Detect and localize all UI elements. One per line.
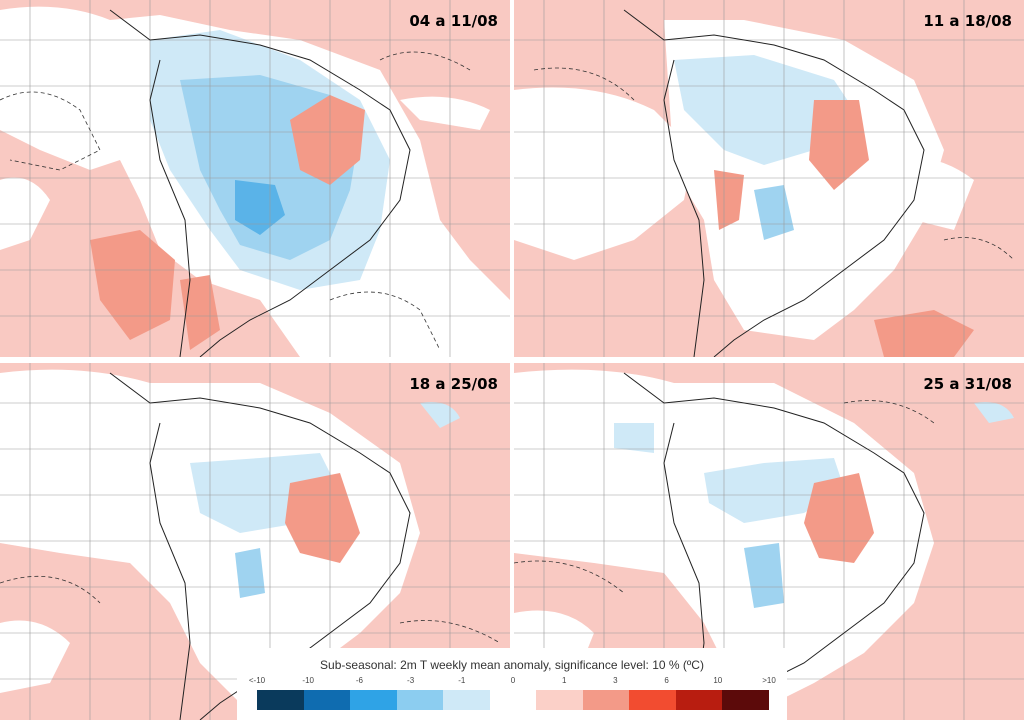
legend-tick-label: 3 (613, 676, 618, 685)
legend-tick-label: -3 (407, 676, 415, 685)
panel-date-label: 18 a 25/08 (409, 375, 498, 393)
legend-tick-label: -10 (302, 676, 314, 685)
legend-swatch (396, 690, 444, 710)
legend-tick-label: 10 (713, 676, 723, 685)
legend-swatch (722, 690, 770, 710)
panel-date-label: 11 a 18/08 (923, 12, 1012, 30)
legend-tick-label: >10 (762, 676, 776, 685)
legend-tick-label: 0 (510, 676, 516, 685)
legend-swatch (257, 690, 304, 710)
legend-swatch (303, 690, 351, 710)
legend-tick-label: 6 (664, 676, 669, 685)
legend-swatch (536, 690, 583, 710)
legend-tick-label: -6 (355, 676, 363, 685)
legend-swatch (350, 690, 397, 710)
legend-tick-label: -1 (458, 676, 466, 685)
panel-date-label: 25 a 31/08 (923, 375, 1012, 393)
legend-swatch (582, 690, 630, 710)
legend-swatch (629, 690, 676, 710)
legend-title: Sub-seasonal: 2m T weekly mean anomaly, … (320, 658, 704, 672)
anomaly-map (0, 0, 510, 357)
anomaly-map (514, 0, 1024, 357)
legend-swatch (443, 690, 490, 710)
legend-ticks: <-10 -10 -6 -3 -1 0 1 3 6 10 >10 (249, 676, 776, 688)
legend-tick-label: 1 (561, 676, 567, 685)
legend-tick-label: <-10 (248, 676, 266, 685)
map-panel-week2: 11 a 18/08 (514, 0, 1024, 357)
color-legend: Sub-seasonal: 2m T weekly mean anomaly, … (237, 648, 787, 720)
legend-swatch (489, 690, 537, 710)
map-panel-week4: 25 a 31/08 (514, 363, 1024, 720)
panel-date-label: 04 a 11/08 (409, 12, 498, 30)
legend-colorbar (257, 690, 770, 710)
legend-swatch (675, 690, 723, 710)
map-panel-week1: 04 a 11/08 (0, 0, 510, 357)
